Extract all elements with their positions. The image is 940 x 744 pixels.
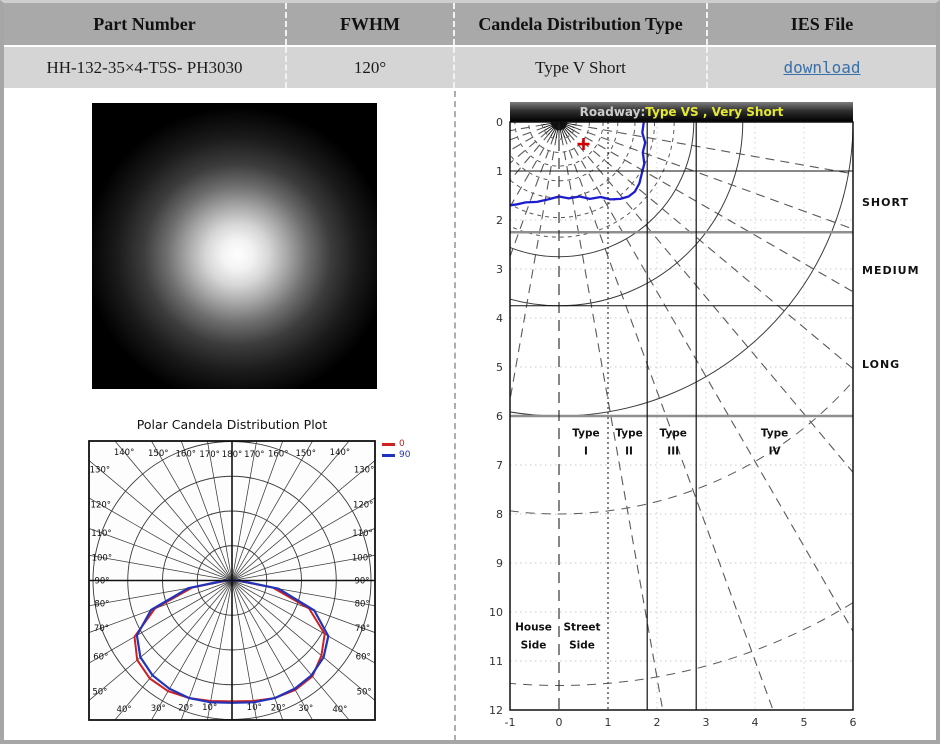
value-fwhm: 120° <box>287 47 455 88</box>
svg-text:20°: 20° <box>271 704 286 714</box>
svg-text:6: 6 <box>850 716 857 729</box>
legend-item-0: 0 <box>382 439 410 450</box>
svg-text:40°: 40° <box>117 705 132 715</box>
header-distribution-type: Candela Distribution Type <box>455 3 708 45</box>
ies-download-link[interactable]: download <box>783 58 861 77</box>
svg-text:5: 5 <box>496 361 503 374</box>
spec-table: Part Number FWHM Candela Distribution Ty… <box>4 3 936 90</box>
value-part-number: HH-132-35×4-T5S- PH3030 <box>4 47 287 88</box>
svg-text:12: 12 <box>489 704 503 717</box>
value-ies-file: download <box>708 47 936 88</box>
svg-text:50°: 50° <box>357 687 372 697</box>
svg-text:100°: 100° <box>352 554 372 564</box>
svg-text:170°: 170° <box>244 450 264 460</box>
svg-text:MEDIUM: MEDIUM <box>862 264 920 277</box>
svg-text:6: 6 <box>496 410 503 423</box>
svg-text:140°: 140° <box>114 448 134 458</box>
svg-text:140°: 140° <box>330 448 350 458</box>
svg-text:80°: 80° <box>94 599 109 609</box>
panel-divider <box>454 91 456 740</box>
svg-text:4: 4 <box>752 716 759 729</box>
svg-text:1: 1 <box>496 165 503 178</box>
legend-item-90: 90 <box>382 450 410 461</box>
svg-text:2: 2 <box>654 716 661 729</box>
polar-candela-chart: 10° 10° 20° 20° 30° 30° 40° 40° 50° 50° 60° 60° 70° 7… <box>88 440 376 721</box>
svg-text:II: II <box>625 446 633 458</box>
svg-text:4: 4 <box>496 312 503 325</box>
svg-text:Side: Side <box>521 640 547 652</box>
polar-chart-legend: 0 90 <box>382 439 410 461</box>
svg-text:30°: 30° <box>151 704 166 714</box>
svg-text:20°: 20° <box>178 704 193 714</box>
beam-pattern-image <box>92 103 377 389</box>
svg-text:0: 0 <box>556 716 563 729</box>
svg-text:III: III <box>667 446 679 458</box>
header-part-number: Part Number <box>4 3 287 45</box>
legend-label-0: 0 <box>399 439 405 449</box>
svg-text:Type: Type <box>659 428 686 440</box>
svg-text:3: 3 <box>496 263 503 276</box>
svg-text:5: 5 <box>801 716 808 729</box>
svg-text:House: House <box>515 622 552 634</box>
svg-text:10°: 10° <box>202 703 217 713</box>
svg-text:10°: 10° <box>247 703 262 713</box>
svg-text:IV: IV <box>769 446 782 458</box>
legend-label-90: 90 <box>399 450 411 460</box>
legend-swatch-90 <box>382 454 395 457</box>
svg-text:170°: 170° <box>199 450 219 460</box>
svg-text:8: 8 <box>496 508 503 521</box>
svg-text:SHORT: SHORT <box>862 196 909 209</box>
svg-text:50°: 50° <box>92 687 107 697</box>
polar-chart-title: Polar Candela Distribution Plot <box>136 417 328 432</box>
svg-text:40°: 40° <box>332 705 347 715</box>
svg-text:150°: 150° <box>148 449 168 459</box>
spec-table-header-row: Part Number FWHM Candela Distribution Ty… <box>4 3 936 45</box>
svg-text:90°: 90° <box>354 577 369 587</box>
legend-swatch-0 <box>382 443 395 446</box>
svg-text:2: 2 <box>496 214 503 227</box>
svg-text:Type: Type <box>761 428 788 440</box>
svg-text:Roadway:Type VS , Very Short: Roadway:Type VS , Very Short <box>580 105 784 119</box>
svg-text:Type: Type <box>572 428 599 440</box>
svg-text:110°: 110° <box>91 529 111 539</box>
svg-text:90°: 90° <box>94 577 109 587</box>
svg-text:120°: 120° <box>353 501 373 511</box>
svg-text:Street: Street <box>564 622 601 634</box>
svg-text:Side: Side <box>569 640 595 652</box>
svg-text:120°: 120° <box>91 501 111 511</box>
svg-text:130°: 130° <box>354 466 374 476</box>
svg-text:1: 1 <box>605 716 612 729</box>
svg-text:70°: 70° <box>94 624 109 634</box>
header-fwhm: FWHM <box>287 3 455 45</box>
roadway-classification-chart: Roadway:Type VS , Very Short012345678910… <box>489 102 920 729</box>
svg-text:30°: 30° <box>298 704 313 714</box>
svg-text:70°: 70° <box>355 624 370 634</box>
svg-text:180°: 180° <box>222 450 242 460</box>
svg-text:160°: 160° <box>268 449 288 459</box>
svg-text:7: 7 <box>496 459 503 472</box>
svg-text:110°: 110° <box>352 529 372 539</box>
value-distribution-type: Type V Short <box>455 47 708 88</box>
header-ies-file: IES File <box>790 13 854 34</box>
svg-text:I: I <box>584 446 588 458</box>
svg-text:80°: 80° <box>355 599 370 609</box>
svg-text:9: 9 <box>496 557 503 570</box>
svg-text:60°: 60° <box>93 652 108 662</box>
spec-table-data-row: HH-132-35×4-T5S- PH3030 120° Type V Shor… <box>4 47 936 88</box>
svg-text:160°: 160° <box>176 449 196 459</box>
svg-text:Type: Type <box>615 428 642 440</box>
svg-text:11: 11 <box>489 655 503 668</box>
svg-text:100°: 100° <box>92 554 112 564</box>
svg-text:3: 3 <box>703 716 710 729</box>
svg-text:130°: 130° <box>90 466 110 476</box>
svg-text:60°: 60° <box>356 652 371 662</box>
svg-text:LONG: LONG <box>862 358 900 371</box>
svg-text:-1: -1 <box>505 716 516 729</box>
svg-text:150°: 150° <box>295 449 315 459</box>
svg-text:10: 10 <box>489 606 503 619</box>
svg-text:0: 0 <box>496 116 503 129</box>
